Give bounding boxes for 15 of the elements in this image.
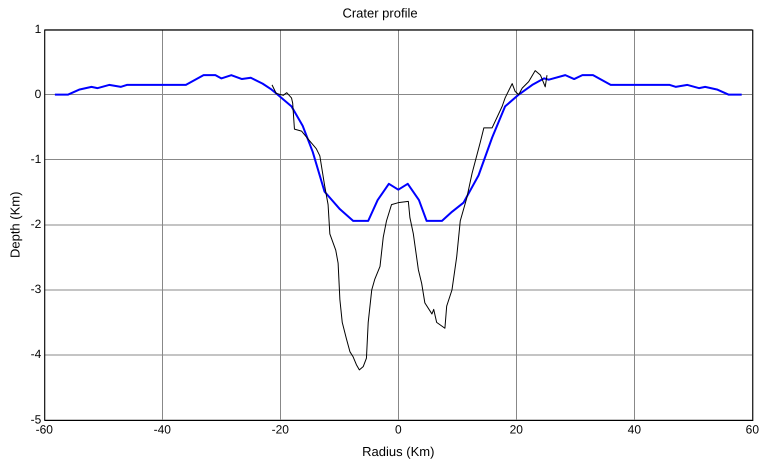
y-tick-label: -4 bbox=[30, 347, 42, 362]
y-tick-label: -1 bbox=[30, 152, 42, 166]
y-axis-title: Depth (Km) bbox=[7, 192, 22, 258]
y-tick-label: 1 bbox=[34, 22, 42, 36]
x-tick-label: -40 bbox=[154, 422, 172, 437]
y-tick-label: 0 bbox=[34, 86, 42, 101]
x-tick-label: -20 bbox=[272, 422, 290, 437]
x-tick-label: 20 bbox=[510, 422, 524, 437]
chart-title: Crater profile bbox=[342, 5, 418, 20]
x-tick-label: 60 bbox=[746, 422, 760, 437]
x-axis-title: Radius (Km) bbox=[362, 444, 434, 459]
y-tick-label: -2 bbox=[30, 217, 42, 232]
y-tick-label: -3 bbox=[30, 282, 42, 296]
x-tick-label: 40 bbox=[628, 422, 642, 437]
x-tick-label: 0 bbox=[394, 422, 402, 437]
